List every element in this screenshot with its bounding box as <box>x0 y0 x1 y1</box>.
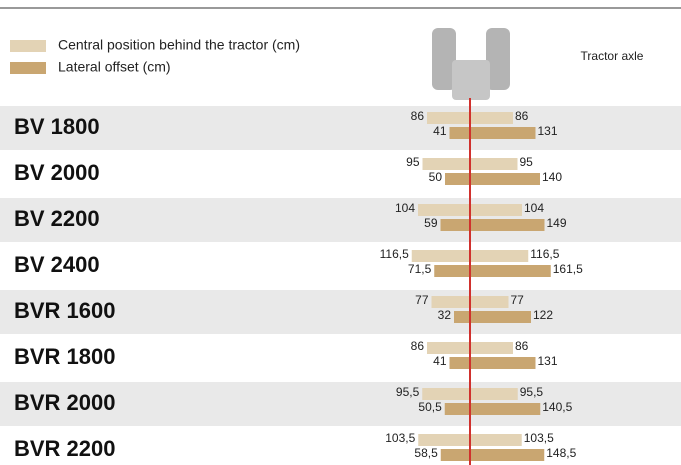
value-label: 71,5 <box>408 262 432 276</box>
value-label: 86 <box>515 109 529 123</box>
value-label: 104 <box>524 201 544 215</box>
bar-left <box>445 403 470 415</box>
model-label: BV 2200 <box>14 206 100 231</box>
bar-right <box>470 296 509 308</box>
value-label: 86 <box>411 109 425 123</box>
bar-left <box>418 204 470 216</box>
bar-right <box>470 403 540 415</box>
value-label: 95,5 <box>520 385 544 399</box>
bar-right <box>470 127 536 139</box>
value-label: 116,5 <box>530 247 559 261</box>
bar-left <box>423 158 471 170</box>
bar-left <box>450 127 471 139</box>
model-label: BVR 1600 <box>14 298 116 323</box>
bar-right <box>470 342 513 354</box>
value-label: 149 <box>547 216 567 230</box>
model-label: BVR 2200 <box>14 436 116 461</box>
value-label: 50,5 <box>418 400 442 414</box>
value-label: 59 <box>424 216 438 230</box>
bar-right <box>470 112 513 124</box>
value-label: 95,5 <box>396 385 420 399</box>
bar-right <box>470 219 545 231</box>
model-label: BVR 1800 <box>14 344 116 369</box>
value-label: 161,5 <box>553 262 583 276</box>
bar-right <box>470 434 522 446</box>
legend-swatch <box>10 40 46 52</box>
bar-right <box>470 250 528 262</box>
value-label: 116,5 <box>380 247 409 261</box>
bar-left <box>434 265 470 277</box>
tractor-icon <box>432 28 510 100</box>
value-label: 140 <box>542 170 562 184</box>
value-label: 148,5 <box>546 446 576 460</box>
model-label: BV 2400 <box>14 252 100 277</box>
model-label: BV 2000 <box>14 160 100 185</box>
value-label: 86 <box>411 339 425 353</box>
value-label: 41 <box>433 124 447 138</box>
value-label: 77 <box>511 293 525 307</box>
bar-right <box>470 357 536 369</box>
value-label: 131 <box>538 354 558 368</box>
bar-right <box>470 158 518 170</box>
bar-left <box>427 342 470 354</box>
bar-left <box>418 434 470 446</box>
row-band <box>0 198 681 242</box>
value-label: 103,5 <box>385 431 415 445</box>
value-label: 41 <box>433 354 447 368</box>
bar-right <box>470 204 522 216</box>
bar-right <box>470 265 551 277</box>
value-label: 58,5 <box>414 446 438 460</box>
bar-right <box>470 449 544 461</box>
model-label: BVR 2000 <box>14 390 116 415</box>
bar-left <box>441 449 470 461</box>
bar-left <box>441 219 471 231</box>
legend-label: Central position behind the tractor (cm) <box>58 37 300 53</box>
legend-swatch <box>10 62 46 74</box>
axis-label: Tractor axle <box>581 49 644 63</box>
value-label: 86 <box>515 339 529 353</box>
bar-left <box>412 250 470 262</box>
model-label: BV 1800 <box>14 114 100 139</box>
chart: Tractor axle Central position behind the… <box>0 0 681 465</box>
bar-right <box>470 311 531 323</box>
value-label: 77 <box>415 293 429 307</box>
value-label: 32 <box>438 308 452 322</box>
bar-left <box>454 311 470 323</box>
legend-label: Lateral offset (cm) <box>58 59 171 75</box>
value-label: 95 <box>520 155 534 169</box>
bar-left <box>450 357 471 369</box>
value-label: 95 <box>406 155 420 169</box>
value-label: 104 <box>395 201 415 215</box>
bar-left <box>445 173 470 185</box>
row-band <box>0 106 681 150</box>
bar-left <box>422 388 470 400</box>
value-label: 140,5 <box>542 400 572 414</box>
bar-right <box>470 173 540 185</box>
value-label: 131 <box>538 124 558 138</box>
bar-left <box>427 112 470 124</box>
value-label: 50 <box>429 170 443 184</box>
value-label: 103,5 <box>524 431 554 445</box>
value-label: 122 <box>533 308 553 322</box>
bar-left <box>432 296 471 308</box>
bar-right <box>470 388 518 400</box>
